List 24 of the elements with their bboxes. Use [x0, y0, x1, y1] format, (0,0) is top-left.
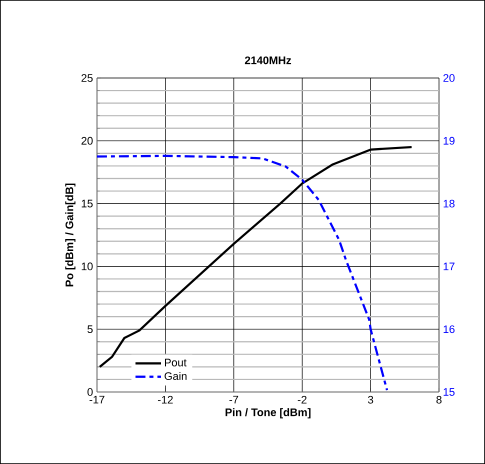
y2-tick-label: 15	[444, 388, 455, 396]
y-tick-label: 5	[87, 325, 93, 334]
x-tick-label: -2	[298, 396, 307, 404]
y-tick-label: 15	[82, 200, 93, 208]
x-tick-label: -12	[158, 396, 173, 404]
chart-title: 2140MHz	[244, 56, 292, 64]
y2-tick-label: 17	[444, 262, 454, 270]
y2-tick-label: 19	[444, 136, 455, 145]
x-axis-title: Pin / Tone [dBm]	[226, 408, 311, 418]
y2-tick-label: 18	[444, 200, 455, 208]
y-tick-label: 25	[82, 74, 93, 82]
y-tick-label: 10	[82, 262, 93, 270]
x-tick-label: 8	[436, 396, 442, 404]
y-axis-title: Po [dBm] / Gain[dB]	[65, 184, 76, 286]
line-series	[97, 154, 388, 392]
x-tick-label: -7	[229, 396, 238, 404]
y-tick-label: 0	[87, 388, 93, 396]
y-tick-label: 20	[82, 136, 93, 145]
x-tick-label: -17	[90, 396, 104, 404]
y2-tick-label: 20	[443, 74, 455, 82]
legend-label: Gain	[164, 372, 187, 380]
x-tick-label: 3	[368, 396, 374, 404]
legend-label: Pout	[164, 358, 187, 366]
y2-tick-label: 16	[444, 325, 455, 334]
